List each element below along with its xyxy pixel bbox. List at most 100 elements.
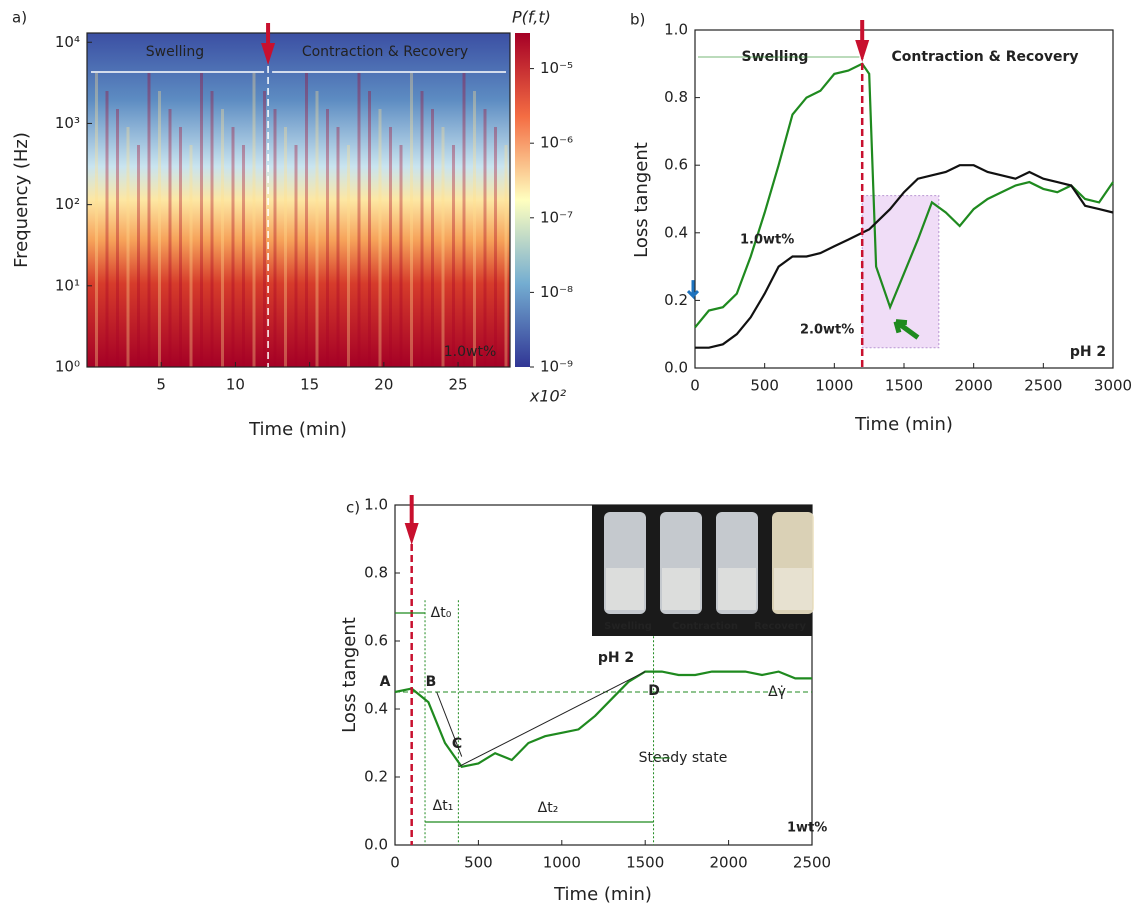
y-tick-label: 0.8 xyxy=(364,564,388,582)
fit-line xyxy=(458,671,646,768)
x-multiplier: x10² xyxy=(529,387,567,406)
heatmap-streak xyxy=(221,109,224,367)
annotation: pH 2 xyxy=(1070,344,1106,360)
y-tick-label: 0.6 xyxy=(664,156,688,174)
x-tick-label: 500 xyxy=(750,377,779,395)
heatmap-streak xyxy=(410,73,413,367)
heatmap-streak xyxy=(263,91,266,367)
y-tick-label: 0.6 xyxy=(364,632,388,650)
blue-arrow xyxy=(686,280,700,300)
colorbar xyxy=(515,33,530,367)
annotation: 1.0wt% xyxy=(444,344,497,360)
heatmap-streak xyxy=(431,109,434,367)
inset-photo xyxy=(592,505,814,636)
y-tick-label: 0.0 xyxy=(664,359,688,377)
heatmap-streak xyxy=(242,145,245,367)
y-tick-label: 10¹ xyxy=(55,276,80,294)
green-arrow xyxy=(893,319,920,340)
heatmap-field xyxy=(87,33,510,367)
series-label: 1wt% xyxy=(787,821,827,836)
panel-label: c) xyxy=(346,499,360,517)
inset-label: Swelling xyxy=(604,621,652,632)
heatmap-streak xyxy=(95,73,98,367)
colorbar-tick-label: 10⁻⁸ xyxy=(540,283,573,301)
x-tick-label: 1000 xyxy=(815,377,853,395)
y-tick-label: 10⁴ xyxy=(55,33,80,51)
x-tick-label: 2500 xyxy=(1024,377,1062,395)
event-arrow xyxy=(404,495,419,545)
x-axis-label: Time (min) xyxy=(553,884,652,905)
annotation: Δt₁ xyxy=(433,798,454,814)
series-line xyxy=(694,62,1114,329)
panel-label: b) xyxy=(630,11,645,29)
colorbar-tick-label: 10⁻⁷ xyxy=(540,208,573,226)
heatmap-streak xyxy=(231,127,235,367)
heatmap-streak xyxy=(147,73,151,367)
y-axis-label: Frequency (Hz) xyxy=(11,132,32,268)
y-axis-label: Loss tangent xyxy=(339,617,360,733)
heatmap-streak xyxy=(494,127,497,367)
y-tick-label: 0.0 xyxy=(364,836,388,854)
y-tick-label: 0.4 xyxy=(664,223,688,241)
colorbar-tick-label: 10⁻⁶ xyxy=(540,134,573,152)
heatmap-streak xyxy=(284,127,287,367)
annotation: D xyxy=(648,683,660,699)
heatmap-streak xyxy=(210,91,214,367)
heatmap-streak xyxy=(483,109,487,367)
heatmap-streak xyxy=(189,145,193,367)
heatmap-streak xyxy=(126,127,130,367)
heatmap-streak xyxy=(116,109,119,367)
heatmap-streak xyxy=(399,145,403,367)
x-tick-label: 25 xyxy=(449,376,468,394)
heatmap-streak xyxy=(452,145,455,367)
heatmap-streak xyxy=(368,91,371,367)
heatmap-streak xyxy=(420,91,424,367)
plot-frame xyxy=(86,32,511,368)
vial-liquid xyxy=(774,568,812,610)
x-tick-label: 1500 xyxy=(626,854,664,872)
series-line xyxy=(695,164,1114,349)
y-tick-label: 0.4 xyxy=(364,700,388,718)
x-tick-label: 3000 xyxy=(1094,377,1132,395)
heatmap-streak xyxy=(378,109,382,367)
y-tick-label: 0.2 xyxy=(664,291,688,309)
vial-liquid xyxy=(718,568,756,610)
heatmap-streak xyxy=(294,145,298,367)
heatmap-streak xyxy=(441,127,445,367)
x-tick-label: 5 xyxy=(156,376,166,394)
colorbar-tick-label: 10⁻⁵ xyxy=(540,59,573,77)
colorbar-title: P(f,t) xyxy=(512,8,551,27)
annotation: Swelling xyxy=(742,49,809,65)
colorbar-tick-label: 10⁻⁹ xyxy=(540,358,573,376)
heatmap-streak xyxy=(357,73,361,367)
y-tick-label: 0.2 xyxy=(364,768,388,786)
annotation: Contraction & Recovery xyxy=(302,44,468,60)
vial-liquid xyxy=(606,568,644,610)
event-arrow xyxy=(261,23,276,65)
annotation: Δγ̇ xyxy=(768,684,786,700)
annotation: B xyxy=(426,674,437,690)
heatmap-streak xyxy=(200,73,203,367)
heatmap-streak xyxy=(273,109,277,367)
y-tick-label: 10⁰ xyxy=(55,358,80,376)
heatmap-streak xyxy=(347,145,350,367)
x-tick-label: 2500 xyxy=(793,854,831,872)
x-tick-label: 2000 xyxy=(955,377,993,395)
y-tick-label: 10² xyxy=(55,195,80,213)
heatmap-streak xyxy=(473,91,476,367)
series-label: 2.0wt% xyxy=(800,323,854,338)
annotation: Steady state xyxy=(639,750,728,766)
heatmap-streak xyxy=(389,127,392,367)
annotation: Contraction & Recovery xyxy=(891,49,1078,65)
heatmap-streak xyxy=(462,73,466,367)
series-label: 1.0wt% xyxy=(740,233,794,248)
inset-label: Contraction xyxy=(672,621,738,632)
heatmap-streak xyxy=(252,73,256,367)
annotation: Δt₀ xyxy=(431,605,452,621)
annotation: A xyxy=(380,674,391,690)
x-axis-label: Time (min) xyxy=(248,419,347,440)
y-tick-label: 0.8 xyxy=(664,88,688,106)
panel-label: a) xyxy=(12,9,27,27)
x-tick-label: 2000 xyxy=(710,854,748,872)
y-axis-label: Loss tangent xyxy=(631,142,652,258)
